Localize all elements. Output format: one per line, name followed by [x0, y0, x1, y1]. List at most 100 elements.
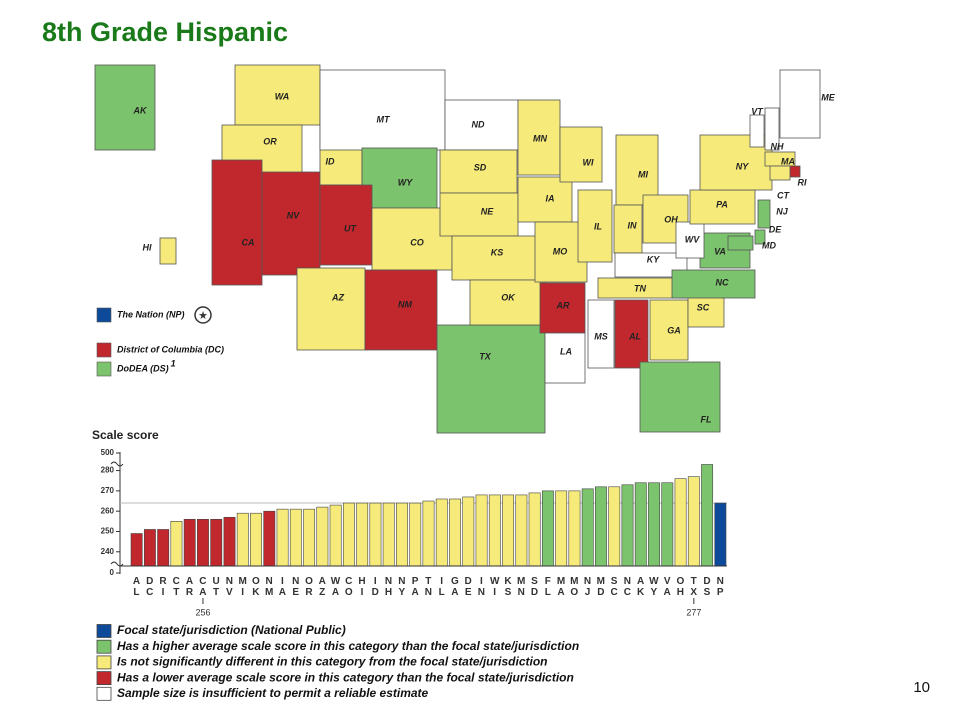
- state-label: CT: [777, 190, 790, 200]
- bar: [356, 502, 369, 567]
- x-tick-label: WY: [648, 576, 659, 598]
- state: [544, 332, 586, 384]
- state-label: MA: [781, 156, 795, 166]
- bar: [250, 512, 262, 567]
- x-tick-label: RI: [158, 576, 169, 598]
- state-label: PA: [716, 199, 728, 209]
- state-label: NC: [716, 277, 729, 287]
- bar: [276, 508, 289, 567]
- state: [361, 147, 438, 209]
- state-label: MI: [638, 169, 648, 179]
- x-tick-label: CO: [343, 576, 354, 598]
- bar: [488, 494, 501, 567]
- state: [687, 296, 725, 328]
- bar: [435, 498, 448, 567]
- x-tick-label: DC: [144, 576, 155, 598]
- state-label: AL: [628, 331, 641, 341]
- x-tick-label: TN: [423, 576, 434, 598]
- bar: [396, 502, 408, 567]
- bar: [608, 486, 621, 567]
- x-tick-label: NM: [264, 576, 275, 598]
- state: [319, 69, 446, 151]
- legend-swatch: [96, 361, 112, 377]
- bar: [143, 529, 156, 567]
- state-label: LA: [560, 346, 572, 356]
- x-tick-label: MN: [516, 576, 527, 598]
- x-tick-label: AL: [131, 576, 142, 598]
- bar: [382, 502, 395, 567]
- state-label: ND: [472, 119, 485, 129]
- state-label: OH: [664, 214, 678, 224]
- x-tick-label: IN: [476, 576, 487, 598]
- state-label: NH: [771, 141, 784, 151]
- x-tick-label: OR: [303, 576, 314, 598]
- legend-swatch: [96, 307, 112, 323]
- state-label: ME: [821, 92, 835, 102]
- state-label: NE: [481, 206, 494, 216]
- state-label: HI: [143, 242, 152, 252]
- y-tick-label: 270: [101, 486, 115, 495]
- bar-chart: Scale score 240 250 260 270 280 500 0 AL DC RI CT AR…: [92, 428, 727, 701]
- bar: [316, 506, 329, 567]
- state-label: FL: [701, 414, 712, 424]
- bar: [130, 533, 143, 567]
- legend-label: Focal state/jurisdiction (National Publi…: [117, 623, 346, 637]
- state-label: IN: [628, 220, 638, 230]
- state-label: RI: [798, 177, 807, 187]
- legend-label: Has a higher average scale score in this…: [117, 639, 579, 653]
- state-label: WA: [275, 91, 290, 101]
- x-tick-label: CT: [171, 576, 182, 598]
- x-tick-label: OH: [675, 576, 686, 598]
- x-tick-label: NH: [383, 576, 394, 598]
- slide-title: 8th Grade Hispanic: [42, 17, 288, 47]
- x-tick-label: MD: [595, 576, 606, 598]
- annotation: 277: [686, 607, 701, 617]
- bar: [714, 502, 727, 567]
- state-label: WV: [685, 234, 700, 244]
- bar: [303, 508, 316, 567]
- bar: [197, 518, 209, 567]
- bar: [555, 490, 568, 567]
- state-label: AZ: [331, 292, 344, 302]
- state-label: ID: [326, 156, 336, 166]
- state: [749, 114, 765, 148]
- bar: [409, 502, 422, 567]
- bar: [502, 494, 515, 567]
- legend-swatch: [96, 686, 112, 701]
- legend-swatch: [96, 342, 112, 358]
- axis-break: [110, 561, 124, 567]
- state-label: NY: [736, 161, 749, 171]
- bar: [170, 521, 183, 567]
- x-tick-label: HI: [357, 576, 368, 598]
- chart-title: Scale score: [92, 428, 159, 442]
- state: [769, 165, 791, 181]
- state-label: KY: [647, 254, 660, 264]
- bar: [342, 502, 355, 567]
- x-tick-label: UT: [211, 576, 222, 598]
- x-tick-label: MO: [569, 576, 580, 598]
- state: [159, 237, 177, 265]
- y-tick-label: 500: [101, 448, 115, 457]
- y-tick-label: 280: [101, 466, 115, 475]
- legend-label: Sample size is insufficient to permit a …: [117, 686, 429, 700]
- x-tick-label: TX: [688, 576, 699, 598]
- state: [639, 361, 721, 433]
- state: [779, 69, 821, 139]
- state-label: CA: [242, 237, 255, 247]
- bar: [157, 529, 170, 567]
- x-tick-label: MA: [556, 576, 567, 598]
- bar: [422, 500, 435, 567]
- x-tick-label: NP: [715, 576, 726, 598]
- bar: [369, 502, 382, 567]
- x-tick-label: VA: [662, 576, 673, 598]
- state-label: SC: [697, 302, 710, 312]
- state: [444, 99, 519, 151]
- x-tick-label: WI: [489, 576, 500, 598]
- x-tick-label: NV: [224, 576, 235, 598]
- state-label: MO: [553, 246, 568, 256]
- legend-label: The Nation (NP): [117, 309, 185, 319]
- state: [234, 64, 321, 126]
- bar: [210, 518, 223, 567]
- x-tick-label: IA: [277, 576, 288, 598]
- bar: [236, 512, 249, 567]
